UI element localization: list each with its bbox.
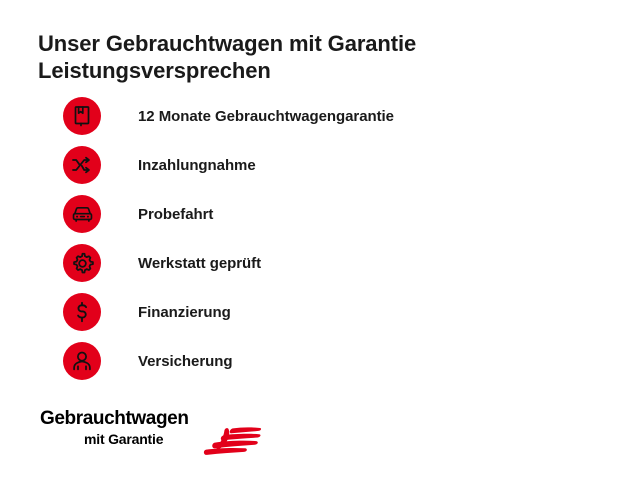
- person-icon: [63, 342, 101, 380]
- benefit-label: Finanzierung: [138, 303, 231, 321]
- brand-logo: Gebrauchtwagen mit Garantie: [40, 408, 290, 460]
- benefit-item-financing: Finanzierung: [0, 292, 640, 341]
- benefit-item-insurance: Versicherung: [0, 341, 640, 390]
- dollar-sign-icon: [63, 293, 101, 331]
- benefit-item-warranty: 12 Monate Gebrauchtwagengarantie: [0, 96, 640, 145]
- warranty-book-icon: [63, 97, 101, 135]
- benefit-item-test-drive: Probefahrt: [0, 194, 640, 243]
- benefit-item-workshop-checked: Werkstatt geprüft: [0, 243, 640, 292]
- gear-icon: [63, 244, 101, 282]
- benefit-item-trade-in: Inzahlungnahme: [0, 145, 640, 194]
- page-title-line-2: Leistungsversprechen: [38, 58, 271, 84]
- benefit-list: 12 Monate Gebrauchtwagengarantie Inzahlu…: [0, 96, 640, 390]
- benefit-label: 12 Monate Gebrauchtwagengarantie: [138, 107, 394, 125]
- benefit-label: Versicherung: [138, 352, 233, 370]
- benefit-label: Werkstatt geprüft: [138, 254, 262, 272]
- red-brushstroke-icon: [203, 426, 265, 456]
- page-title-line-1: Unser Gebrauchtwagen mit Garantie: [38, 31, 417, 56]
- car-front-icon: [63, 195, 101, 233]
- benefit-label: Probefahrt: [138, 205, 214, 223]
- benefit-label: Inzahlungnahme: [138, 156, 256, 174]
- brand-logo-tagline: mit Garantie: [84, 431, 164, 447]
- brand-logo-wordmark: Gebrauchtwagen: [40, 408, 189, 429]
- page-title: Unser Gebrauchtwagen mit Garantie Leistu…: [38, 30, 598, 85]
- exchange-arrows-icon: [63, 146, 101, 184]
